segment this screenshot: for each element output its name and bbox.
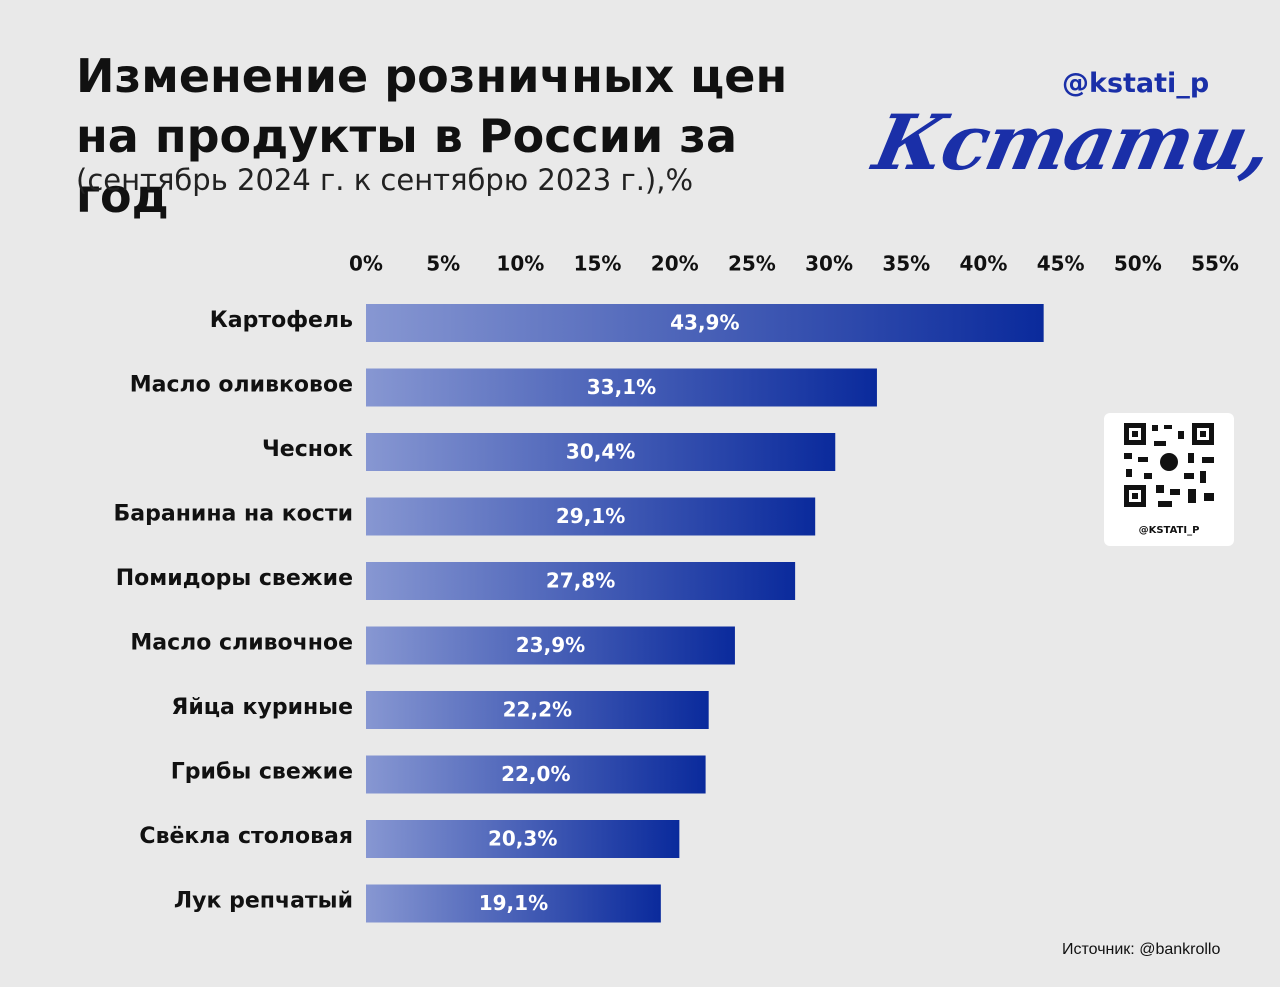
- chart-title: Изменение розничных цен на продукты в Ро…: [76, 49, 788, 223]
- value-label: 20,3%: [488, 827, 557, 851]
- bar: [366, 884, 661, 923]
- x-tick-label: 55%: [1191, 252, 1239, 276]
- bar: [366, 497, 816, 536]
- x-tick-label: 45%: [1037, 252, 1085, 276]
- x-tick-label: 5%: [426, 252, 460, 276]
- x-tick-label: 15%: [574, 252, 622, 276]
- value-label: 30,4%: [566, 440, 635, 464]
- bar: [366, 433, 836, 471]
- category-label: Помидоры свежие: [116, 566, 353, 591]
- bar: [366, 626, 735, 665]
- x-tick-label: 30%: [805, 252, 853, 276]
- x-tick-label: 25%: [728, 252, 776, 276]
- x-tick-label: 40%: [960, 252, 1008, 276]
- value-label: 19,1%: [479, 891, 548, 915]
- bar: [366, 368, 877, 407]
- chart-subtitle: (сентябрь 2024 г. к сентябрю 2023 г.),%: [76, 163, 694, 197]
- category-label: Картофель: [210, 308, 353, 333]
- qr-code[interactable]: @KSTATI_P: [1104, 413, 1234, 546]
- category-label: Масло сливочное: [130, 631, 353, 656]
- x-tick-label: 20%: [651, 252, 699, 276]
- value-label: 22,2%: [503, 698, 572, 722]
- value-label: 29,1%: [556, 504, 625, 528]
- qr-pattern: [1124, 423, 1214, 507]
- category-label: Лук репчатый: [174, 889, 353, 914]
- category-label: Грибы свежие: [171, 760, 353, 785]
- category-label: Баранина на кости: [114, 502, 354, 527]
- category-label: Свёкла столовая: [139, 824, 353, 849]
- value-label: 43,9%: [670, 311, 739, 335]
- qr-label: @KSTATI_P: [1138, 525, 1200, 536]
- x-tick-label: 0%: [349, 252, 383, 276]
- bar: [366, 304, 1044, 342]
- value-label: 22,0%: [501, 762, 570, 786]
- category-label: Масло оливковое: [130, 373, 353, 398]
- x-tick-label: 10%: [496, 252, 544, 276]
- bar: [366, 691, 709, 729]
- value-label: 23,9%: [516, 633, 585, 657]
- brand-handle: @kstati_p: [1062, 68, 1210, 99]
- category-label: Яйца куриные: [171, 695, 353, 720]
- x-tick-label: 50%: [1114, 252, 1162, 276]
- bar: [366, 562, 796, 600]
- bar: [366, 820, 680, 858]
- source-note: Источник: @bankrollo: [1062, 941, 1221, 958]
- value-label: 27,8%: [546, 569, 615, 593]
- x-tick-label: 35%: [882, 252, 930, 276]
- value-label: 33,1%: [587, 375, 656, 399]
- category-label: Чеснок: [262, 437, 353, 462]
- bar: [366, 755, 706, 794]
